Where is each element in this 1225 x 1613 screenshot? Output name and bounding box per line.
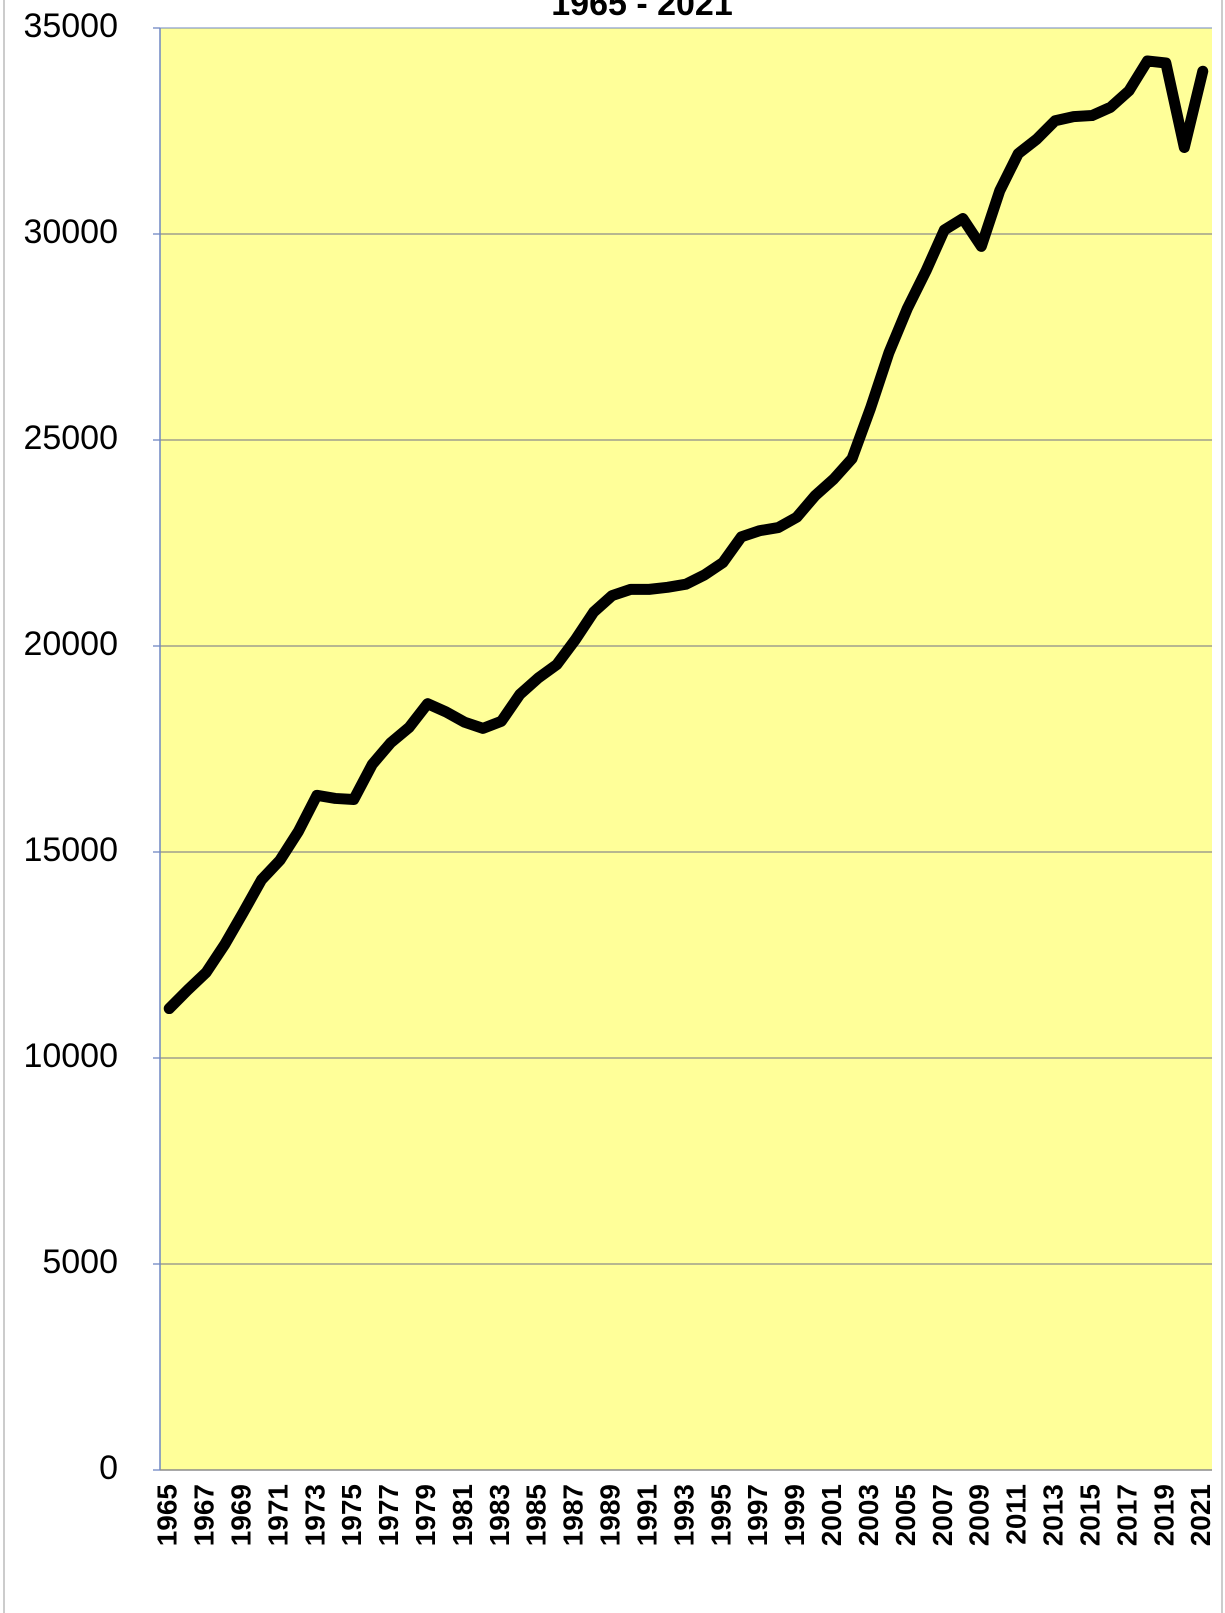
x-tick-label: 1997 bbox=[742, 1484, 773, 1546]
x-tick-label: 2007 bbox=[927, 1484, 958, 1546]
x-tick-label: 2019 bbox=[1148, 1484, 1179, 1546]
x-tick-label: 2003 bbox=[853, 1484, 884, 1546]
y-tick-label: 30000 bbox=[23, 213, 118, 251]
x-tick-label: 2001 bbox=[816, 1484, 847, 1546]
y-tick-label: 20000 bbox=[23, 625, 118, 663]
x-tick-label: 1991 bbox=[631, 1484, 662, 1546]
x-tick-label: 1975 bbox=[336, 1484, 367, 1546]
x-tick-label: 2011 bbox=[1001, 1484, 1032, 1545]
x-tick-label: 1973 bbox=[299, 1484, 330, 1546]
y-tick-label: 25000 bbox=[23, 419, 118, 457]
x-tick-label: 1977 bbox=[373, 1484, 404, 1546]
y-tick-label: 15000 bbox=[23, 831, 118, 869]
x-tick-label: 1993 bbox=[668, 1484, 699, 1546]
x-tick-label: 2013 bbox=[1038, 1484, 1069, 1546]
x-tick-label: 1965 bbox=[152, 1484, 183, 1546]
x-tick-label: 2021 bbox=[1185, 1484, 1216, 1546]
x-tick-label: 2005 bbox=[890, 1484, 921, 1546]
x-tick-label: 1985 bbox=[521, 1484, 552, 1546]
y-tick-label: 0 bbox=[99, 1449, 118, 1487]
x-tick-label: 2009 bbox=[964, 1484, 995, 1546]
chart-title: 1965 - 2021 bbox=[551, 0, 733, 23]
x-tick-label: 1979 bbox=[410, 1484, 441, 1546]
x-tick-label: 2015 bbox=[1074, 1484, 1105, 1546]
x-tick-label: 1983 bbox=[484, 1484, 515, 1546]
chart-frame bbox=[3, 0, 1223, 1613]
plot-area bbox=[160, 28, 1212, 1470]
x-tick-label: 1971 bbox=[262, 1484, 293, 1546]
x-tick-label: 1969 bbox=[225, 1484, 256, 1546]
y-tick-label: 10000 bbox=[23, 1037, 118, 1075]
y-tick-label: 35000 bbox=[23, 7, 118, 45]
line-series bbox=[163, 55, 1209, 1015]
x-tick-label: 1981 bbox=[447, 1484, 478, 1546]
x-tick-label: 1989 bbox=[595, 1484, 626, 1546]
x-tick-label: 1987 bbox=[558, 1484, 589, 1546]
x-tick-label: 1999 bbox=[779, 1484, 810, 1546]
x-tick-label: 2017 bbox=[1111, 1484, 1142, 1546]
y-tick-label: 5000 bbox=[42, 1243, 118, 1281]
x-tick-label: 1967 bbox=[189, 1484, 220, 1546]
x-tick-label: 1995 bbox=[705, 1484, 736, 1546]
